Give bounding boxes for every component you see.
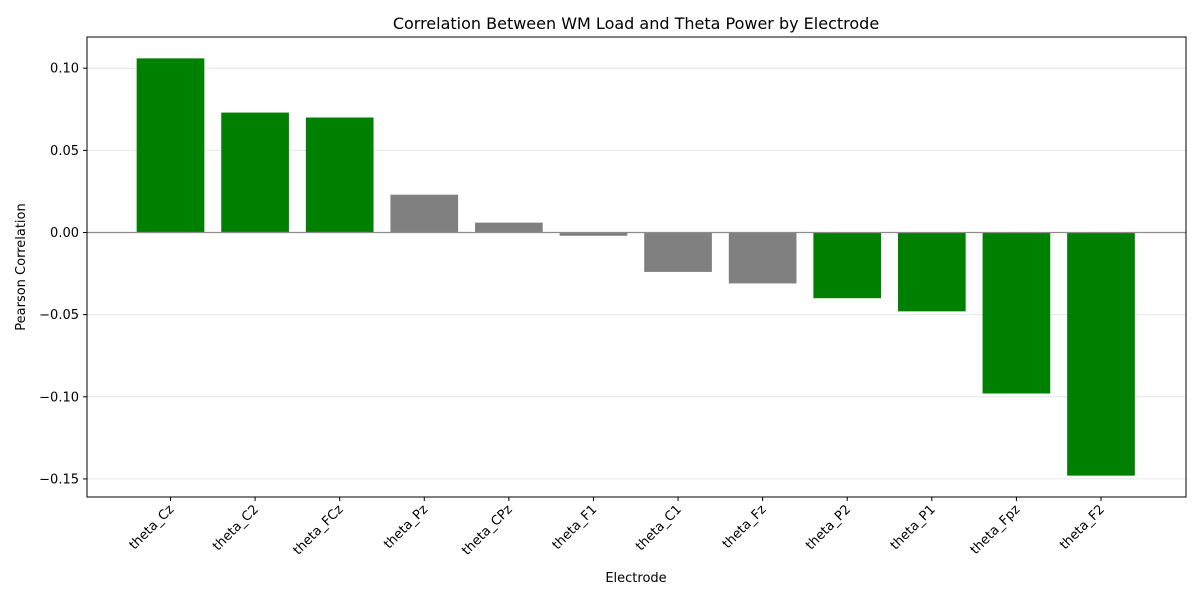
x-tick-label: theta_F2 [1057, 502, 1108, 553]
chart-title: Correlation Between WM Load and Theta Po… [393, 14, 879, 33]
y-axis-label: Pearson Correlation [14, 203, 29, 330]
bar-theta_Fz [728, 232, 797, 284]
bar-theta_F1 [559, 232, 628, 236]
x-tick-label: theta_Cz [127, 502, 178, 553]
x-tick-label: theta_C2 [210, 502, 262, 554]
y-tick-label: 0.05 [50, 144, 79, 159]
bar-theta_C2 [221, 112, 289, 233]
x-tick-label: theta_F1 [550, 502, 601, 553]
bar-theta_P1 [897, 232, 966, 312]
bar-theta_C1 [644, 232, 712, 272]
x-tick-label: theta_C1 [633, 502, 685, 554]
x-tick-label: theta_P1 [888, 502, 939, 553]
y-axis-ticks: −0.15 −0.10 −0.05 0.00 0.05 0.10 [39, 62, 87, 487]
plot-area-frame [86, 36, 1187, 498]
x-tick-label: theta_P2 [803, 502, 854, 553]
y-tick-label: 0.10 [50, 62, 79, 77]
y-tick-label: −0.05 [39, 308, 79, 323]
x-tick-label: theta_Pz [381, 502, 431, 552]
bar-theta_Fpz [982, 232, 1051, 394]
x-axis-label: Electrode [605, 571, 666, 586]
bars [136, 58, 1135, 476]
bar-theta_Cz [136, 58, 205, 233]
y-tick-label: −0.15 [39, 472, 79, 487]
x-axis-ticks: theta_Cz theta_C2 theta_FCz theta_Pz theta_C… [127, 497, 1108, 559]
bar-theta_Pz [390, 194, 459, 233]
x-tick-label: theta_FCz [290, 502, 346, 558]
x-tick-label: theta_Fz [720, 502, 770, 552]
bar-theta_FCz [305, 117, 374, 233]
x-tick-label: theta_CPz [459, 502, 515, 558]
x-tick-label: theta_Fpz [968, 502, 1024, 558]
bar-theta_P2 [813, 232, 882, 299]
bar-theta_CPz [475, 222, 543, 233]
y-tick-label: 0.00 [50, 226, 79, 241]
bar-theta_F2 [1067, 232, 1135, 476]
y-tick-label: −0.10 [39, 390, 79, 405]
